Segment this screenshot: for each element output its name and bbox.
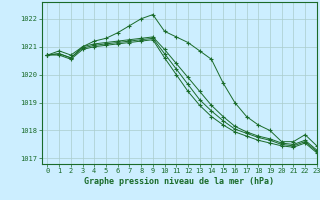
X-axis label: Graphe pression niveau de la mer (hPa): Graphe pression niveau de la mer (hPa) xyxy=(84,177,274,186)
